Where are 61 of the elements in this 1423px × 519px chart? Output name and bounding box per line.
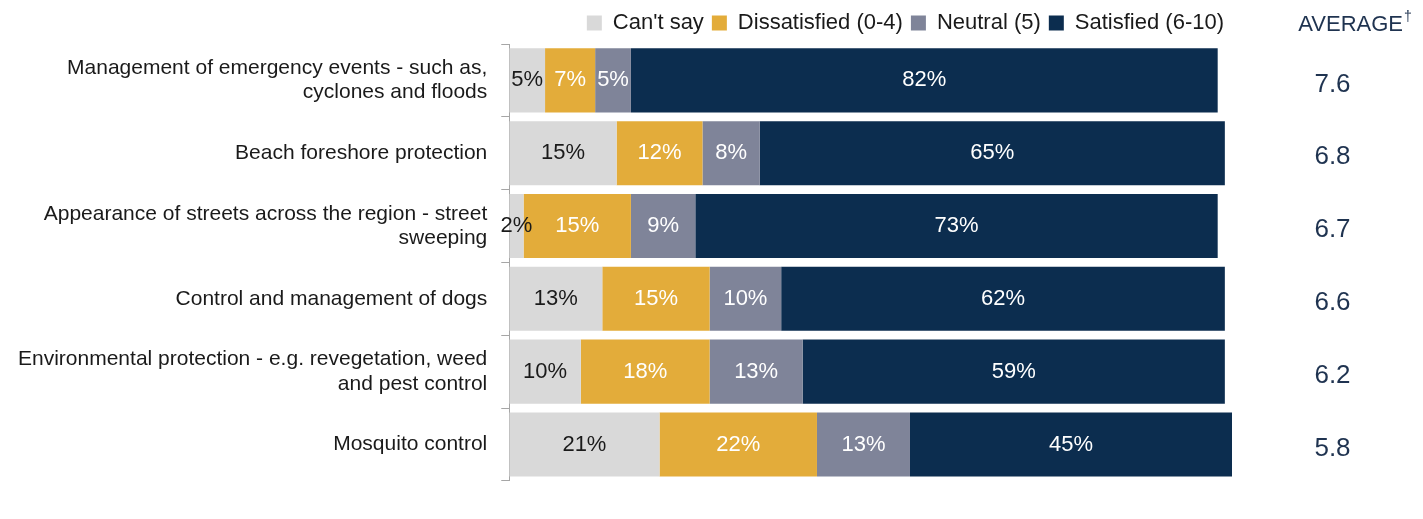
data-label: 62% <box>980 284 1026 310</box>
bar <box>709 266 782 331</box>
data-label: 15% <box>540 139 585 165</box>
data-label: 73% <box>934 212 979 238</box>
bar <box>509 339 581 404</box>
bar <box>595 48 631 113</box>
text: 6.6 <box>1314 286 1351 316</box>
bar <box>509 266 603 331</box>
data-label: 13% <box>841 430 886 456</box>
legend-label: Neutral (5) <box>936 9 1041 35</box>
data-label: 45% <box>1048 430 1094 456</box>
data-label: 82% <box>902 66 947 92</box>
data-label: 13% <box>533 284 578 310</box>
bar <box>602 266 710 331</box>
bar <box>702 121 760 186</box>
bar <box>509 412 660 477</box>
data-label: 9% <box>647 212 680 238</box>
data-label: 15% <box>633 284 678 310</box>
data-label: 15% <box>555 212 600 238</box>
text: 6.2 <box>1314 358 1351 389</box>
y-tick-label: Mosquito control <box>333 431 488 455</box>
text: 6.8 <box>1314 140 1351 171</box>
bar <box>616 121 703 186</box>
bar <box>781 266 1225 331</box>
data-label: 21% <box>562 430 607 456</box>
text: 6.7 <box>1314 213 1351 244</box>
bar <box>816 412 910 477</box>
bar <box>509 121 617 186</box>
y-tick-label: Management of emergency events - such as, cyclones and floods <box>67 55 488 103</box>
bar <box>545 48 596 113</box>
text: 5.8 <box>1314 431 1351 462</box>
data-label: 18% <box>623 357 668 383</box>
y-tick-label: Appearance of streets across the region - street sweeping <box>43 200 488 248</box>
data-label: 8% <box>715 139 747 165</box>
text: 7.6 <box>1314 67 1351 98</box>
data-label: 5% <box>511 66 544 92</box>
data-label: 13% <box>734 357 779 383</box>
bar <box>630 48 1218 113</box>
bar <box>909 412 1232 477</box>
legend-label: Can't say <box>612 9 704 35</box>
bar <box>709 339 803 404</box>
y-tick-label: Control and management of dogs <box>175 285 488 309</box>
bar <box>630 193 696 259</box>
data-label: 5% <box>597 66 629 92</box>
bar <box>659 412 817 477</box>
data-label: 10% <box>723 284 768 310</box>
legend-label: Dissatisfied (0-4) <box>737 9 903 35</box>
data-label: 22% <box>716 430 761 456</box>
y-tick-label: Beach foreshore protection <box>235 140 488 164</box>
data-label: 10% <box>523 357 568 383</box>
data-label: 59% <box>991 357 1036 383</box>
data-label: 65% <box>970 139 1015 165</box>
bar <box>695 193 1218 259</box>
legend-label: Satisfied (6-10) <box>1074 9 1225 35</box>
text: AVERAGE† <box>1298 7 1412 37</box>
bar <box>759 121 1225 186</box>
bar <box>802 339 1225 404</box>
bar <box>580 339 710 404</box>
y-tick-label: Environmental protection - e.g. revegetation, weed and pest control <box>17 346 488 394</box>
data-label: 7% <box>554 66 586 92</box>
data-label: 12% <box>637 139 682 165</box>
